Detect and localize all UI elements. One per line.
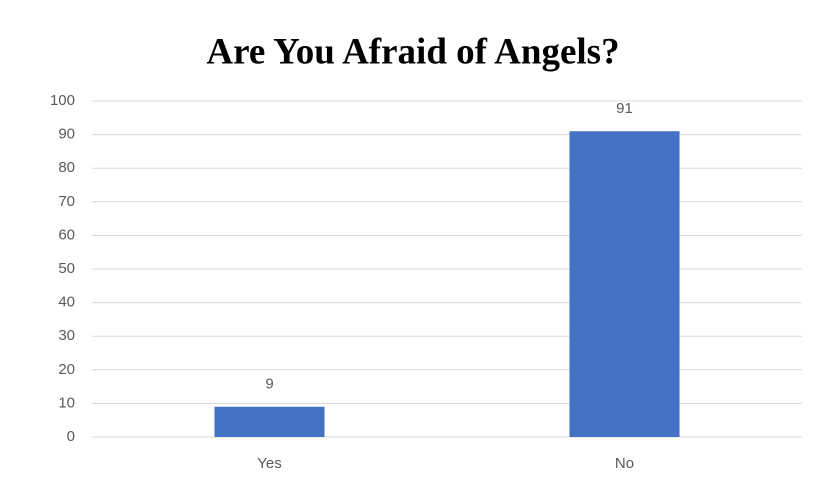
x-tick-label: Yes: [257, 455, 281, 472]
y-tick-label: 80: [58, 159, 75, 176]
data-label: 9: [265, 376, 273, 393]
y-tick-label: 60: [58, 226, 75, 243]
data-label: 91: [616, 100, 633, 117]
y-tick-label: 50: [58, 260, 75, 277]
chart-title: Are You Afraid of Angels?: [206, 31, 619, 72]
x-tick-label: No: [615, 455, 634, 472]
y-tick-label: 40: [58, 294, 75, 311]
y-tick-label: 30: [58, 327, 75, 344]
y-tick-label: 20: [58, 361, 75, 378]
y-tick-label: 0: [67, 428, 75, 445]
y-tick-label: 100: [50, 92, 75, 109]
y-tick-label: 70: [58, 193, 75, 210]
y-tick-label: 10: [58, 394, 75, 411]
y-tick-label: 90: [58, 126, 75, 143]
bar: [214, 406, 325, 437]
bar: [569, 131, 680, 438]
